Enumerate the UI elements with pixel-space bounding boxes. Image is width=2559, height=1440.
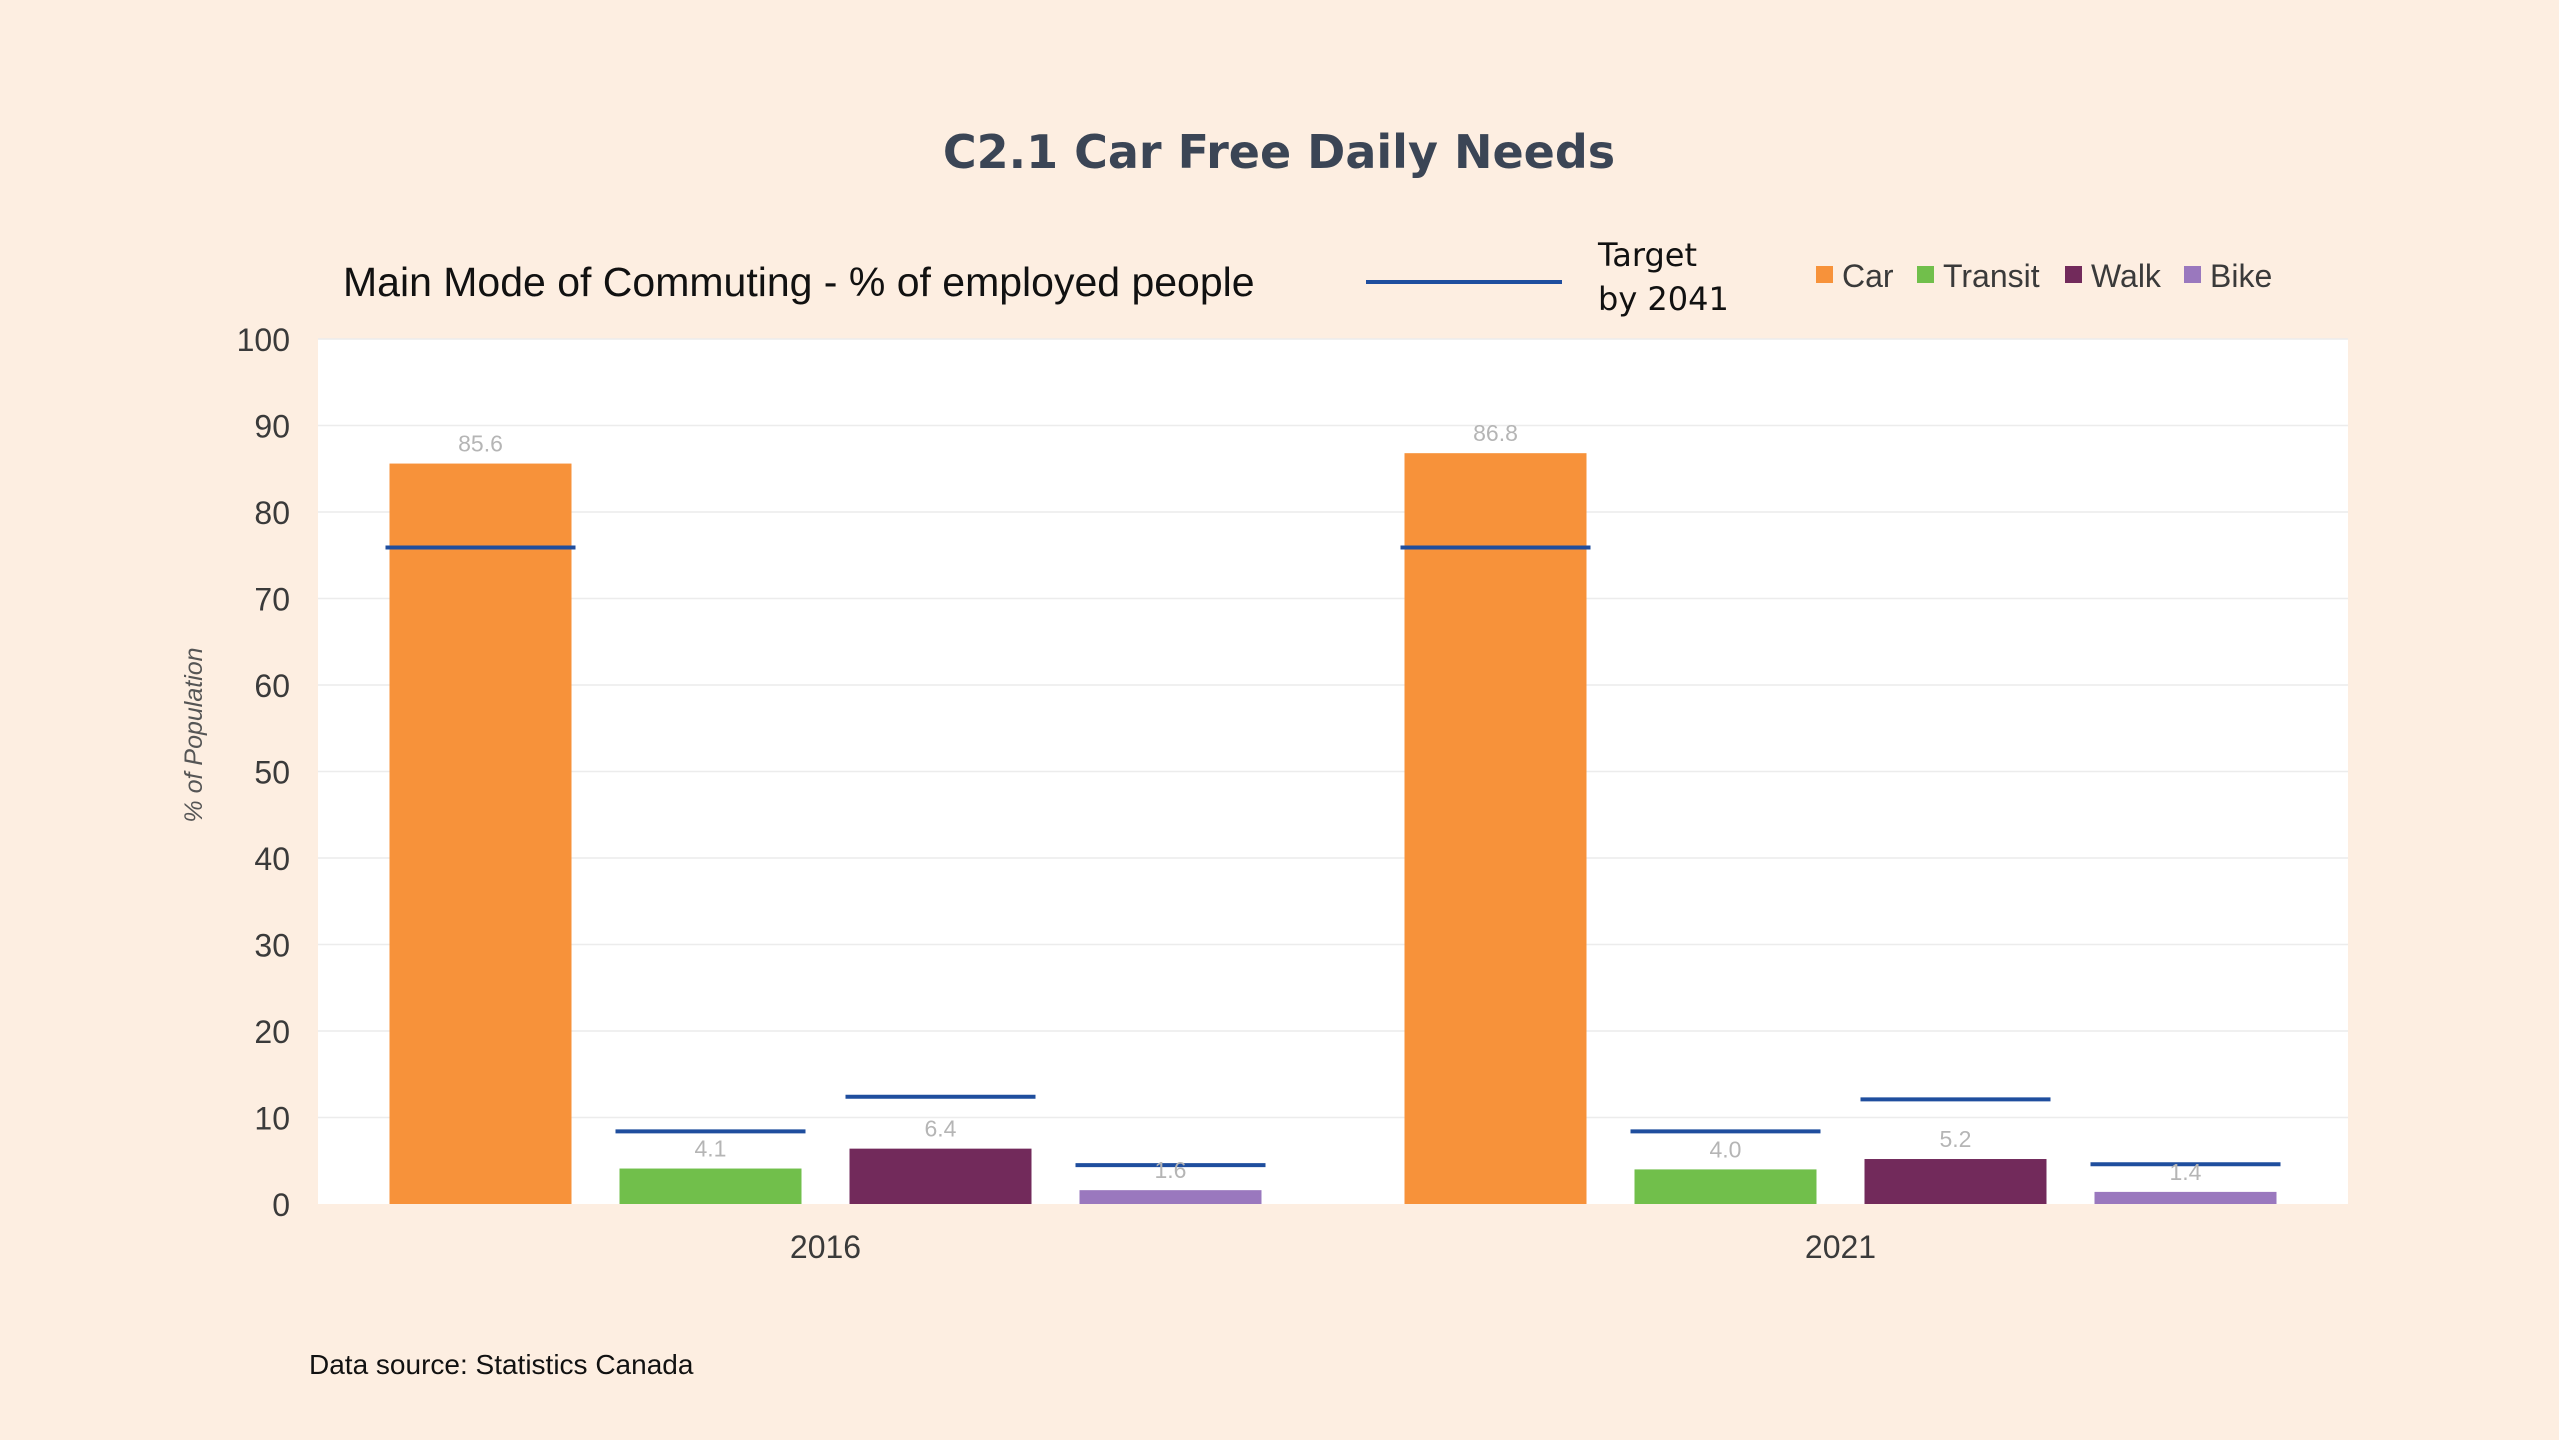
category-label-2021: 2021 — [1805, 1229, 1876, 1265]
y-tick-label-90: 90 — [254, 409, 290, 445]
data-source-note: Data source: Statistics Canada — [309, 1349, 694, 1380]
y-tick-label-80: 80 — [254, 495, 290, 531]
page-title: C2.1 Car Free Daily Needs — [943, 125, 1615, 179]
y-tick-label-60: 60 — [254, 668, 290, 704]
y-tick-label-40: 40 — [254, 841, 290, 877]
bar-bike-2016 — [1079, 1190, 1262, 1204]
data-label-car-2021: 86.8 — [1473, 420, 1518, 446]
data-label-car-2016: 85.6 — [458, 431, 503, 457]
y-axis-label: % of Population — [180, 647, 208, 822]
y-tick-label-0: 0 — [272, 1187, 290, 1223]
legend-swatch-car — [1816, 266, 1833, 283]
data-label-transit-2016: 4.1 — [695, 1136, 727, 1162]
data-label-walk-2021: 5.2 — [1940, 1126, 1972, 1152]
bar-walk-2016 — [849, 1148, 1032, 1204]
y-axis-ticks: 0 10 20 30 40 50 60 70 80 90 100 — [237, 322, 290, 1223]
bar-car-2021 — [1404, 453, 1587, 1204]
bar-transit-2016 — [619, 1168, 802, 1204]
legend-swatch-walk — [2065, 266, 2082, 283]
data-label-walk-2016: 6.4 — [925, 1116, 957, 1142]
data-label-transit-2021: 4.0 — [1710, 1136, 1742, 1162]
data-label-bike-2016: 1.6 — [1155, 1157, 1187, 1183]
y-tick-label-50: 50 — [254, 755, 290, 791]
chart-title: Main Mode of Commuting - % of employed p… — [343, 259, 1255, 305]
bar-transit-2021 — [1634, 1169, 1817, 1204]
legend-swatch-bike — [2184, 266, 2201, 283]
legend-label-walk: Walk — [2091, 258, 2162, 294]
bar-walk-2021 — [1864, 1159, 2047, 1204]
category-labels: 2016 2021 — [790, 1229, 1876, 1265]
y-tick-label-70: 70 — [254, 582, 290, 618]
data-labels: 85.6 4.1 6.4 1.6 86.8 4.0 5.2 1.4 — [458, 420, 2202, 1185]
legend-label-transit: Transit — [1943, 258, 2040, 294]
target-lines — [385, 545, 2281, 1168]
legend-swatch-transit — [1917, 266, 1934, 283]
legend-target-label-line1: Target — [1597, 236, 1697, 274]
bar-bike-2021 — [2094, 1191, 2277, 1204]
gridlines — [318, 338, 2348, 1119]
legend-target-label-line2: by 2041 — [1598, 280, 1729, 318]
y-tick-label-30: 30 — [254, 928, 290, 964]
y-tick-label-20: 20 — [254, 1014, 290, 1050]
category-label-2016: 2016 — [790, 1229, 861, 1265]
legend: Target by 2041 Car Transit Walk Bike — [1366, 236, 2272, 318]
legend-label-car: Car — [1842, 258, 1894, 294]
y-tick-label-100: 100 — [237, 322, 290, 358]
legend-series-entries: Car Transit Walk Bike — [1816, 258, 2272, 294]
y-tick-label-10: 10 — [254, 1101, 290, 1137]
bar-car-2016 — [389, 463, 572, 1204]
bars — [389, 453, 2277, 1204]
data-label-bike-2021: 1.4 — [2170, 1159, 2202, 1185]
legend-label-bike: Bike — [2210, 258, 2272, 294]
